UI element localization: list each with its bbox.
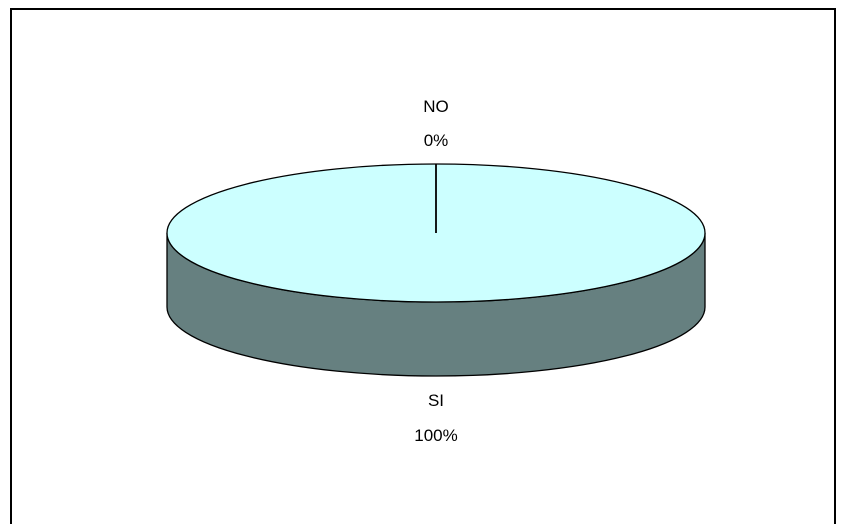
slice-label-no-percent: 0% (424, 131, 449, 150)
slice-label-no-category: NO (423, 97, 449, 116)
slice-label-si-category: SI (428, 391, 444, 410)
slice-label-si-percent: 100% (414, 426, 457, 445)
